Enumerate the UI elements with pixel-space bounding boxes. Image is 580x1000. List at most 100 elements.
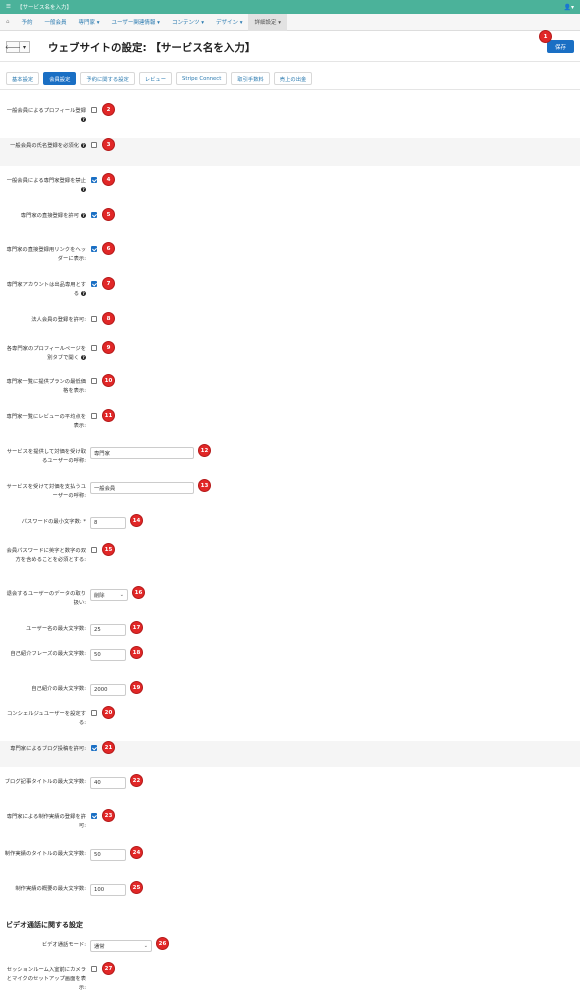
- form-row: 制作実績の概要の最大文字数: 100 25: [0, 881, 580, 913]
- annotation-badge: 12: [198, 444, 211, 457]
- help-icon[interactable]: ?: [81, 291, 86, 296]
- annotation-badge: 5: [102, 208, 115, 221]
- form-row: コンシェルジュユーザーを設定する: 20: [0, 706, 580, 738]
- checkbox-checked[interactable]: [91, 813, 97, 819]
- menu-item-experts[interactable]: 専門家 ▾: [78, 20, 100, 26]
- tab-member[interactable]: 会員設定: [43, 72, 77, 85]
- annotation-badge: 11: [102, 409, 115, 422]
- field-label-text: 専門家一覧に提供プランの最低価格を表示:: [6, 379, 86, 394]
- field-label: 一般会員による専門家登録を禁止?: [2, 177, 86, 195]
- field-label: 法人会員の登録を許可:: [2, 316, 86, 325]
- home-icon[interactable]: ⌂: [6, 19, 10, 25]
- field-label-text: 専門家一覧にレビューの平均点を表示:: [6, 414, 86, 429]
- form-row: 専門家一覧に提供プランの最低価格を表示: 10: [0, 374, 580, 406]
- select-dropdown[interactable]: 通常 ⌄: [90, 940, 152, 952]
- menu-item-content[interactable]: コンテンツ ▾: [171, 20, 204, 26]
- select-dropdown[interactable]: 削除 ⌄: [90, 589, 128, 601]
- annotation-badge: 9: [102, 341, 115, 354]
- help-icon[interactable]: ?: [81, 213, 86, 218]
- menu-item-user-info[interactable]: ユーザー関連情報 ▾: [111, 20, 160, 26]
- text-input[interactable]: 一般会員: [90, 482, 194, 494]
- text-input[interactable]: 25: [90, 624, 126, 636]
- text-input[interactable]: 2000: [90, 684, 126, 696]
- form-row: 専門家の直接登録を許可? 5: [0, 208, 580, 238]
- field-label-text: 退会するユーザーのデータの取り扱い:: [6, 591, 86, 606]
- field-label-text: ブログ記事タイトルの最大文字数:: [4, 779, 86, 785]
- field-label: 専門家によるブログ投稿を許可:: [2, 745, 86, 754]
- checkbox[interactable]: [91, 966, 97, 972]
- user-icon[interactable]: 👤▾: [563, 3, 574, 11]
- text-input[interactable]: 50: [90, 649, 126, 661]
- checkbox[interactable]: [91, 316, 97, 322]
- settings-tabs: 基本設定 会員設定 予約に関する設定 レビュー Stripe Connect 取…: [6, 72, 316, 85]
- field-label: 会員パスワードに英字と数字の双方を含めることを必須とする:: [2, 547, 86, 565]
- tab-basic[interactable]: 基本設定: [6, 72, 40, 85]
- checkbox[interactable]: [91, 107, 97, 113]
- checkbox[interactable]: [91, 378, 97, 384]
- select-value: 通常: [94, 944, 105, 950]
- app-title[interactable]: 【サービス名を入力】: [16, 5, 72, 11]
- text-input[interactable]: 40: [90, 777, 126, 789]
- help-icon[interactable]: ?: [81, 187, 86, 192]
- back-arrow-icon[interactable]: 🡐: [5, 41, 21, 53]
- checkbox[interactable]: [91, 710, 97, 716]
- tab-stripe[interactable]: Stripe Connect: [176, 72, 228, 85]
- video-section-title: ビデオ通話に関する設定: [6, 921, 83, 929]
- annotation-badge: 1: [539, 30, 552, 43]
- form-row: 専門家によるブログ投稿を許可: 21: [0, 741, 580, 767]
- checkbox-checked[interactable]: [91, 212, 97, 218]
- text-input[interactable]: 8: [90, 517, 126, 529]
- menu-item-design[interactable]: デザイン ▾: [215, 20, 243, 26]
- field-label: 専門家による制作実績の登録を許可:: [2, 813, 86, 831]
- field-label: 一般会員によるプロフィール登録?: [2, 107, 86, 125]
- field-label: ビデオ通話モード:: [2, 941, 86, 950]
- field-label: 専門家の直接登録を許可?: [2, 212, 86, 221]
- menu-icon[interactable]: ☰: [6, 4, 11, 10]
- checkbox-checked[interactable]: [91, 745, 97, 751]
- checkbox-checked[interactable]: [91, 281, 97, 287]
- tab-fees[interactable]: 取引手数料: [231, 72, 270, 85]
- help-icon[interactable]: ?: [81, 143, 86, 148]
- form-row: 一般会員による専門家登録を禁止? 4: [0, 173, 580, 204]
- field-label: 退会するユーザーのデータの取り扱い:: [2, 590, 86, 608]
- checkbox[interactable]: [91, 345, 97, 351]
- field-label-text: 制作実績の概要の最大文字数:: [15, 886, 86, 892]
- tab-review[interactable]: レビュー: [138, 72, 172, 85]
- save-button[interactable]: 保存: [547, 40, 574, 53]
- form-row: パスワードの最小文字数: * 8 14: [0, 514, 580, 538]
- form-row: サービスを受けて対価を支払うユーザーの呼称: 一般会員 13: [0, 479, 580, 511]
- field-label-text: サービスを提供して対価を受け取るユーザーの呼称:: [6, 449, 86, 464]
- help-icon[interactable]: ?: [81, 117, 86, 122]
- field-label-text: 専門家の直接登録用リンクをヘッダーに表示:: [6, 247, 86, 262]
- form-row: 自己紹介フレーズの最大文字数: 50 18: [0, 646, 580, 676]
- annotation-badge: 2: [102, 103, 115, 116]
- checkbox[interactable]: [91, 413, 97, 419]
- field-label: 自己紹介の最大文字数:: [2, 685, 86, 694]
- tab-reservation[interactable]: 予約に関する設定: [80, 72, 135, 85]
- field-label: 各専門家のプロフィールページを別タブで開く?: [2, 345, 86, 363]
- text-input[interactable]: 専門家: [90, 447, 194, 459]
- menu-item-members[interactable]: 一般会員: [44, 20, 67, 26]
- menu-item-advanced[interactable]: 詳細設定 ▾: [248, 13, 287, 31]
- checkbox-checked[interactable]: [91, 246, 97, 252]
- form-row: 法人会員の登録を許可: 8: [0, 312, 580, 338]
- checkbox[interactable]: [91, 142, 97, 148]
- annotation-badge: 22: [130, 774, 143, 787]
- menu-item-reservations[interactable]: 予約: [21, 20, 33, 26]
- text-input[interactable]: 100: [90, 884, 126, 896]
- checkbox[interactable]: [91, 547, 97, 553]
- field-label: 自己紹介フレーズの最大文字数:: [2, 650, 86, 659]
- annotation-badge: 6: [102, 242, 115, 255]
- form-row: 一般会員の氏名登録を必須化? 3: [0, 138, 580, 166]
- text-input[interactable]: 50: [90, 849, 126, 861]
- checkbox-checked[interactable]: [91, 177, 97, 183]
- field-label: ユーザー名の最大文字数:: [2, 625, 86, 634]
- field-label: セッションルーム入室前にカメラとマイクのセットアップ画面を表示:: [2, 966, 86, 993]
- annotation-badge: 24: [130, 846, 143, 859]
- help-icon[interactable]: ?: [81, 355, 86, 360]
- field-label: サービスを提供して対価を受け取るユーザーの呼称:: [2, 448, 86, 466]
- divider: [0, 89, 580, 90]
- chevron-down-icon[interactable]: ▾: [20, 41, 30, 53]
- tab-payout[interactable]: 売上の出金: [273, 72, 313, 85]
- main-menu: ⌂ 予約 一般会員 専門家 ▾ ユーザー関連情報 ▾ コンテンツ ▾ デザイン …: [0, 13, 580, 31]
